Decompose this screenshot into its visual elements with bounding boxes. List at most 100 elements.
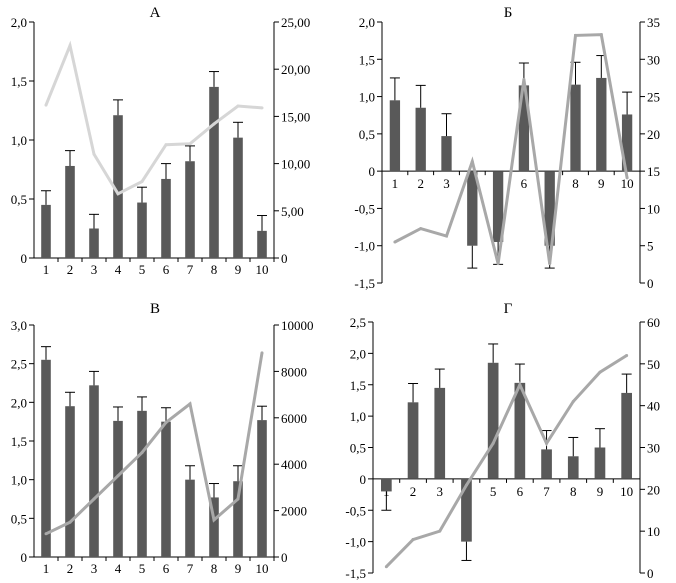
- x-tick-label: 5: [139, 262, 146, 277]
- bar: [518, 85, 530, 172]
- y-tick-label-right: 30: [647, 441, 660, 456]
- y-tick-label-right: 35: [647, 15, 660, 30]
- line-point: [260, 351, 264, 355]
- line-point: [212, 518, 216, 522]
- bar: [209, 86, 219, 259]
- x-tick-label: 8: [572, 176, 579, 191]
- line-point: [260, 106, 264, 110]
- bar: [570, 84, 581, 172]
- line-series: [45, 352, 264, 536]
- bar: [161, 421, 171, 557]
- line-point: [571, 399, 575, 403]
- x-tick-label: 9: [597, 484, 604, 499]
- line-series: [44, 40, 263, 196]
- bar: [434, 387, 446, 479]
- y-tick-label-right: 10: [647, 201, 660, 216]
- line-point: [44, 532, 48, 536]
- line-point: [92, 497, 96, 501]
- line-point: [116, 474, 120, 478]
- line-series: [385, 354, 628, 568]
- x-tick-label: 9: [598, 176, 605, 191]
- x-tick-label: 10: [620, 484, 633, 499]
- line-point: [545, 441, 549, 445]
- bar: [487, 362, 499, 479]
- y-tick-label-right: 20: [647, 482, 660, 497]
- y-tick-label-right: 5: [647, 239, 654, 254]
- bar: [514, 382, 526, 479]
- bar: [415, 107, 426, 172]
- line-point: [140, 451, 144, 455]
- line-point: [164, 143, 168, 147]
- bar: [65, 165, 75, 258]
- y-tick-label-left: 1,5: [11, 74, 27, 89]
- line-point: [140, 180, 144, 184]
- x-tick-label: 2: [67, 561, 74, 576]
- y-tick-label-left: 0,5: [11, 511, 27, 526]
- x-tick-label: 3: [91, 262, 98, 277]
- y-tick-label-right: 4000: [281, 457, 307, 472]
- chart-title: Г: [504, 301, 513, 317]
- line-point: [548, 262, 552, 266]
- bar: [137, 202, 147, 258]
- chart-title: А: [150, 5, 161, 21]
- line-point: [438, 529, 442, 533]
- y-tick-label-left: -1,5: [354, 276, 375, 291]
- y-tick-label-right: 20,00: [281, 62, 310, 77]
- chart-title: Б: [504, 5, 513, 21]
- y-tick-label-right: 5,00: [281, 204, 304, 219]
- line-point: [116, 192, 120, 196]
- bar: [65, 406, 75, 557]
- y-tick-label-left: 1,5: [359, 52, 375, 67]
- x-tick-label: 5: [490, 484, 497, 499]
- bar: [233, 481, 243, 557]
- y-tick-label-left: 0: [360, 472, 367, 487]
- x-tick-label: 4: [115, 262, 122, 277]
- y-tick-label-left: -0,5: [345, 503, 366, 518]
- bar: [41, 359, 51, 557]
- line-point: [419, 227, 423, 231]
- x-tick-label: 3: [443, 176, 450, 191]
- line-point: [518, 383, 522, 387]
- y-tick-label-right: 8000: [281, 364, 307, 379]
- y-tick-label-left: 0: [21, 550, 28, 565]
- bar: [113, 420, 123, 557]
- y-tick-label-left: 0: [21, 251, 28, 266]
- y-tick-label-right: 25: [647, 90, 660, 105]
- x-tick-label: 8: [211, 561, 218, 576]
- line-series: [394, 33, 629, 264]
- y-tick-label-right: 2000: [281, 504, 307, 519]
- x-tick-label: 7: [187, 262, 194, 277]
- line-point: [598, 370, 602, 374]
- y-tick-label-right: 30: [647, 52, 660, 67]
- y-tick-label-right: 0: [647, 566, 654, 581]
- line-point: [464, 483, 468, 487]
- y-tick-label-right: 0: [281, 251, 288, 266]
- y-tick-label-left: 1,5: [350, 378, 366, 393]
- line-point: [522, 77, 526, 81]
- bar: [621, 114, 633, 172]
- y-tick-label-left: 1,5: [11, 434, 27, 449]
- line-point: [68, 44, 72, 48]
- x-tick-label: 10: [256, 262, 269, 277]
- x-tick-label: 10: [256, 561, 269, 576]
- bar: [233, 137, 243, 258]
- x-tick-label: 6: [163, 262, 170, 277]
- x-tick-label: 9: [235, 262, 242, 277]
- y-tick-label-left: 1,0: [359, 90, 375, 105]
- y-tick-label-left: 2,5: [11, 357, 27, 372]
- y-tick-label-right: 15,00: [281, 109, 310, 124]
- bar: [257, 420, 267, 557]
- y-tick-label-right: 25,00: [281, 15, 310, 30]
- line-point: [44, 103, 48, 107]
- y-tick-label-left: 1,0: [11, 133, 27, 148]
- y-tick-label-left: -1,0: [354, 239, 375, 254]
- x-tick-label: 8: [570, 484, 577, 499]
- line-point: [470, 159, 474, 163]
- y-tick-label-left: -1,0: [345, 535, 366, 550]
- bar: [544, 171, 555, 246]
- bar: [441, 136, 452, 172]
- x-tick-label: 4: [115, 561, 122, 576]
- chart-panel-4: Г -1,5 -1,0 -0,5 0 0,5 1,0 1,5 2,0 2,5 0 10 20 30 40 50…: [345, 301, 660, 581]
- line-point: [599, 33, 603, 37]
- bar: [594, 447, 606, 479]
